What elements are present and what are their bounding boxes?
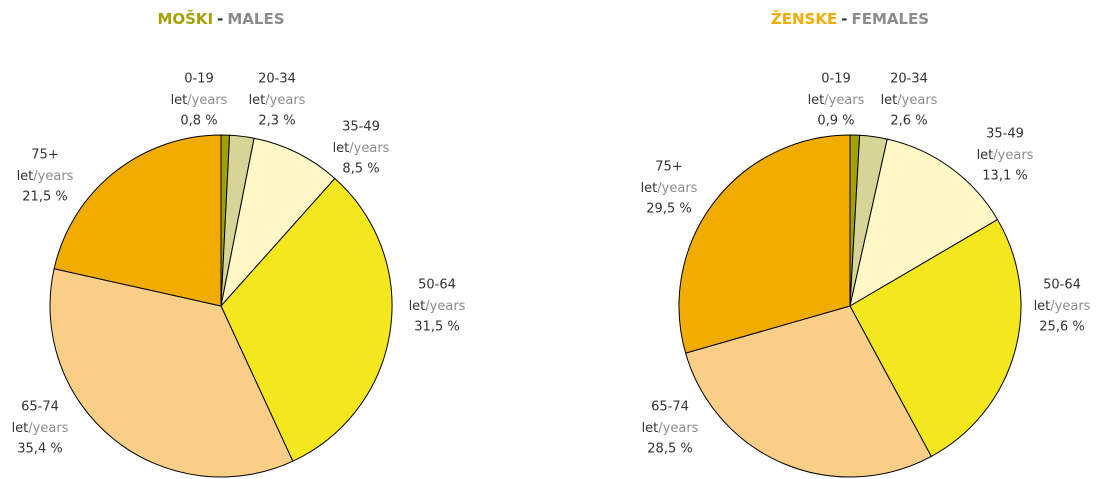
slice-category: 65-74 — [21, 400, 59, 415]
slice-value-label: 0,8 % — [180, 114, 217, 129]
slice-unit: let/years — [171, 93, 228, 108]
slice-unit: let/years — [642, 421, 699, 436]
slice-value-label: 0,9 % — [817, 114, 854, 129]
slice-unit: let/years — [808, 93, 865, 108]
slice-value-label: 8,5 % — [342, 162, 379, 177]
unit-part: let — [409, 299, 426, 314]
slice-category: 20-34 — [258, 72, 296, 87]
slice-unit: let/years — [249, 93, 306, 108]
slice-unit: let/years — [409, 299, 466, 314]
slice-unit: let/years — [17, 169, 74, 184]
unit-part: let — [249, 93, 266, 108]
unit-part: /years — [897, 93, 937, 108]
title-part: - — [841, 10, 847, 28]
pie-slice — [220, 137, 336, 308]
pie-slice — [220, 177, 393, 462]
slice-value-label: 21,5 % — [22, 190, 67, 205]
slice-category: 75+ — [655, 160, 682, 175]
pie-slice — [849, 218, 1022, 458]
unit-part: let — [1034, 299, 1051, 314]
pie-slice — [684, 305, 932, 478]
slice-category: 65-74 — [651, 400, 689, 415]
unit-part: let — [808, 93, 825, 108]
unit-part: /years — [187, 93, 227, 108]
slice-value-label: 31,5 % — [414, 320, 459, 335]
slice-unit: let/years — [641, 181, 698, 196]
chart-title: ŽENSKE - FEMALES — [771, 9, 929, 28]
pie-slice — [53, 134, 222, 307]
unit-part: let — [881, 93, 898, 108]
slice-value-label: 29,5 % — [646, 202, 691, 217]
slice-category: 0-19 — [821, 72, 851, 87]
unit-part: /years — [425, 299, 465, 314]
slice-category: 50-64 — [418, 278, 456, 293]
slice-unit: let/years — [881, 93, 938, 108]
chart-title: MOŠKI - MALES — [157, 9, 284, 28]
slice-unit: let/years — [333, 141, 390, 156]
unit-part: /years — [824, 93, 864, 108]
slice-value-label: 28,5 % — [647, 442, 692, 457]
title-part: - — [217, 10, 223, 28]
slice-category: 0-19 — [184, 72, 214, 87]
unit-part: let — [333, 141, 350, 156]
slice-category: 35-49 — [342, 120, 380, 135]
unit-part: let — [12, 421, 29, 436]
unit-part: /years — [349, 141, 389, 156]
slice-value-label: 2,6 % — [890, 114, 927, 129]
unit-part: let — [171, 93, 188, 108]
title-part: FEMALES — [851, 10, 929, 28]
slice-category: 50-64 — [1043, 278, 1081, 293]
pie-slice — [678, 134, 851, 354]
unit-part: /years — [658, 421, 698, 436]
unit-part: /years — [993, 148, 1033, 163]
unit-part: let — [977, 148, 994, 163]
slice-unit: let/years — [977, 148, 1034, 163]
pie-slice — [49, 268, 294, 478]
slice-value-label: 25,6 % — [1039, 320, 1084, 335]
unit-part: let — [17, 169, 34, 184]
slice-category: 20-34 — [890, 72, 928, 87]
slice-value-label: 2,3 % — [258, 114, 295, 129]
title-part: ŽENSKE — [771, 9, 837, 28]
unit-part: let — [641, 181, 658, 196]
title-part: MOŠKI — [157, 9, 213, 28]
title-part: MALES — [227, 10, 284, 28]
slice-category: 35-49 — [986, 127, 1024, 142]
slice-value-label: 35,4 % — [17, 442, 62, 457]
unit-part: /years — [265, 93, 305, 108]
slice-unit: let/years — [1034, 299, 1091, 314]
unit-part: /years — [33, 169, 73, 184]
unit-part: /years — [657, 181, 697, 196]
slice-value-label: 13,1 % — [982, 169, 1027, 184]
unit-part: let — [642, 421, 659, 436]
unit-part: /years — [28, 421, 68, 436]
slice-category: 75+ — [31, 148, 58, 163]
pie-slice — [849, 138, 999, 308]
slice-unit: let/years — [12, 421, 69, 436]
unit-part: /years — [1050, 299, 1090, 314]
